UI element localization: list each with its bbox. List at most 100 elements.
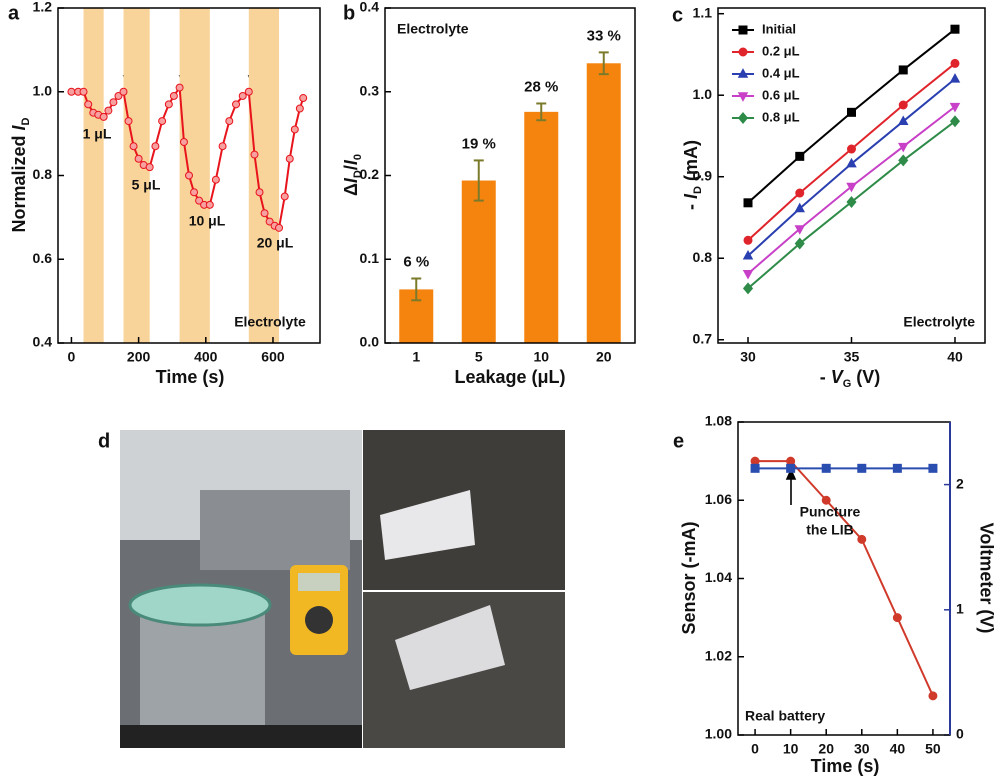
x-tick-label: 1	[412, 349, 420, 365]
annotation: 10 μL	[189, 213, 226, 229]
marker	[129, 142, 138, 151]
marker	[175, 83, 184, 92]
x-tick-label: 0	[68, 349, 76, 365]
axis-label-part: I	[341, 159, 361, 165]
marker	[742, 249, 754, 260]
axis-label-part: 0	[352, 154, 364, 160]
y-tick-label: 1.1	[693, 4, 713, 20]
legend-label: Initial	[762, 21, 796, 36]
value-label: 33 %	[587, 27, 621, 44]
annotation: the LIB	[806, 522, 853, 538]
marker	[265, 217, 274, 226]
y-tick-label: 0.6	[33, 250, 53, 266]
x-tick-label: 35	[844, 349, 860, 365]
axis-label: ΔID/I0	[341, 154, 364, 196]
axis-label-part: D	[352, 170, 364, 178]
x-tick-label: 50	[925, 741, 941, 757]
error-bar	[473, 159, 484, 202]
marker	[164, 100, 173, 109]
marker	[232, 100, 241, 109]
panel-label: a	[8, 2, 20, 24]
axis-label: Normalized ID	[9, 117, 32, 232]
y2-tick-label: 1	[956, 601, 964, 617]
marker	[846, 157, 857, 168]
x-tick-label: 600	[261, 349, 285, 365]
marker	[285, 154, 294, 163]
value-label: 19 %	[462, 135, 496, 152]
legend-marker	[738, 25, 748, 35]
marker	[950, 24, 960, 34]
marker	[158, 117, 167, 126]
shaded-region	[123, 8, 150, 343]
value-label: 6 %	[403, 253, 429, 270]
marker	[794, 237, 805, 250]
marker	[846, 196, 857, 208]
axis-label-part: I	[9, 124, 29, 130]
marker	[786, 463, 796, 473]
axis-label-part: -	[681, 199, 701, 210]
error-bar	[411, 277, 422, 302]
axis-label-part: V	[831, 367, 845, 387]
y-tick-label: 1.08	[705, 413, 732, 429]
marker	[195, 196, 204, 205]
legend-label: 0.2 μL	[762, 43, 800, 58]
marker	[898, 154, 909, 167]
annotation: Real battery	[745, 708, 825, 724]
x-tick-label: 0	[751, 741, 759, 757]
marker	[255, 188, 264, 197]
marker	[114, 91, 123, 100]
photo-pouch-2	[395, 605, 505, 690]
marker	[928, 463, 938, 473]
marker	[244, 87, 253, 96]
marker	[67, 87, 76, 96]
marker	[295, 104, 304, 113]
annotation: 1 μL	[83, 126, 112, 142]
axis-label-part: D	[692, 186, 704, 194]
marker	[794, 225, 806, 235]
marker	[205, 200, 214, 209]
photo-panel	[120, 430, 565, 748]
y-tick-label: 0.4	[33, 334, 53, 350]
y-tick-label: 0.8	[33, 166, 53, 182]
plot-frame	[717, 7, 986, 344]
marker	[280, 192, 289, 201]
marker	[179, 138, 188, 146]
y-tick-label: 1.2	[33, 0, 53, 15]
axis-label-part: D	[20, 117, 32, 125]
panel-label: c	[672, 4, 683, 26]
marker	[821, 463, 831, 473]
x-tick-label: 400	[194, 349, 218, 365]
marker	[743, 198, 753, 208]
marker	[857, 534, 867, 544]
shaded-region	[248, 8, 280, 343]
marker	[99, 112, 108, 121]
bar	[461, 180, 496, 343]
y-tick-label: 0.4	[360, 0, 380, 15]
marker	[190, 188, 199, 197]
x-tick-label: 30	[740, 349, 756, 365]
annotation: Electrolyte	[903, 314, 975, 330]
bar	[586, 63, 621, 344]
y-tick-label: 0.0	[360, 334, 380, 350]
annotation: 5 μL	[132, 177, 161, 193]
photo-bench	[120, 725, 362, 748]
photo-display	[298, 573, 340, 591]
axis-label: Time (s)	[811, 756, 880, 776]
marker	[742, 270, 754, 280]
marker	[299, 94, 308, 103]
marker	[949, 102, 961, 113]
axis-label: Voltmeter (V)	[976, 523, 996, 634]
y-tick-label: 0.9	[693, 167, 713, 183]
marker	[794, 202, 806, 213]
marker	[104, 106, 113, 115]
x-tick-label: 40	[890, 741, 906, 757]
x-tick-label: 10	[533, 349, 549, 365]
y-tick-label: 0.7	[693, 330, 713, 346]
x-tick-label: 30	[854, 741, 870, 757]
marker	[846, 182, 857, 193]
marker	[795, 151, 805, 161]
panel-label: d	[98, 430, 110, 452]
shaded-region	[179, 8, 210, 343]
axis-label-part: Normalized	[9, 130, 29, 232]
marker	[892, 463, 902, 473]
